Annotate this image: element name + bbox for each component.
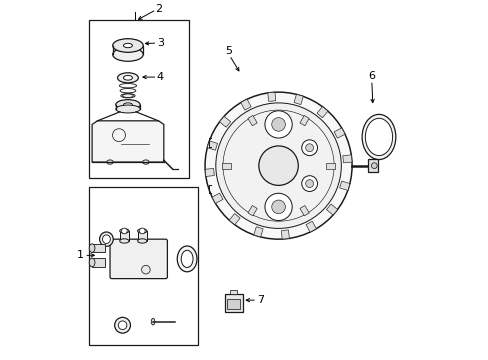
Circle shape — [118, 321, 126, 329]
Ellipse shape — [181, 250, 193, 267]
Text: 2: 2 — [155, 4, 162, 14]
Bar — [207, 141, 217, 150]
Ellipse shape — [102, 235, 110, 243]
Ellipse shape — [112, 39, 143, 52]
Bar — [299, 116, 308, 126]
Bar — [342, 155, 351, 163]
Ellipse shape — [123, 76, 132, 80]
Ellipse shape — [122, 94, 133, 98]
Bar — [267, 92, 275, 102]
Ellipse shape — [365, 118, 392, 156]
Bar — [230, 290, 237, 294]
Bar — [367, 159, 378, 172]
Bar — [240, 99, 251, 110]
Bar — [204, 168, 214, 176]
Ellipse shape — [106, 160, 113, 164]
Circle shape — [301, 176, 317, 192]
Bar — [120, 231, 129, 241]
Ellipse shape — [116, 105, 140, 113]
Circle shape — [271, 200, 285, 214]
Circle shape — [139, 228, 145, 234]
Bar — [253, 227, 263, 237]
Ellipse shape — [116, 100, 140, 110]
Ellipse shape — [117, 73, 138, 83]
Ellipse shape — [120, 239, 129, 243]
Bar — [224, 294, 242, 312]
Bar — [333, 128, 345, 138]
Bar — [293, 94, 303, 105]
Bar — [219, 116, 230, 127]
Bar — [339, 181, 349, 190]
Ellipse shape — [142, 160, 149, 164]
Text: 6: 6 — [367, 71, 374, 81]
Bar — [325, 163, 334, 168]
Bar — [227, 299, 240, 309]
Circle shape — [305, 180, 313, 188]
Text: 5: 5 — [224, 46, 231, 56]
Circle shape — [264, 111, 292, 138]
Bar — [88, 21, 188, 178]
Ellipse shape — [89, 244, 95, 252]
Bar — [88, 187, 198, 345]
Circle shape — [204, 92, 351, 239]
Bar — [222, 163, 230, 168]
Ellipse shape — [89, 258, 95, 267]
Polygon shape — [92, 121, 163, 162]
Ellipse shape — [123, 103, 132, 107]
Bar — [92, 258, 104, 267]
Bar — [316, 107, 327, 118]
Bar — [247, 206, 257, 216]
Ellipse shape — [362, 114, 395, 159]
Bar — [212, 193, 223, 203]
Bar — [305, 221, 316, 232]
Text: 3: 3 — [157, 38, 163, 48]
Bar — [92, 244, 104, 252]
FancyBboxPatch shape — [110, 239, 167, 279]
Circle shape — [371, 163, 376, 168]
Text: 4: 4 — [156, 72, 163, 82]
Circle shape — [115, 318, 130, 333]
Bar — [299, 206, 308, 216]
Circle shape — [223, 110, 333, 221]
Bar — [326, 204, 337, 215]
Ellipse shape — [112, 48, 143, 61]
Circle shape — [305, 144, 313, 152]
Text: 7: 7 — [257, 295, 264, 305]
Bar — [137, 231, 147, 241]
Circle shape — [264, 193, 292, 221]
Circle shape — [142, 265, 150, 274]
Ellipse shape — [151, 319, 155, 325]
Ellipse shape — [137, 229, 147, 233]
Ellipse shape — [123, 43, 132, 48]
Ellipse shape — [100, 232, 113, 246]
Ellipse shape — [120, 229, 129, 233]
Circle shape — [121, 228, 127, 234]
Circle shape — [301, 140, 317, 156]
Bar — [229, 213, 240, 225]
Bar — [281, 230, 289, 239]
Ellipse shape — [137, 239, 147, 243]
Circle shape — [215, 103, 341, 228]
Bar — [247, 116, 257, 126]
Ellipse shape — [177, 246, 197, 272]
Circle shape — [271, 118, 285, 131]
Circle shape — [258, 146, 298, 185]
Text: 1: 1 — [77, 250, 83, 260]
